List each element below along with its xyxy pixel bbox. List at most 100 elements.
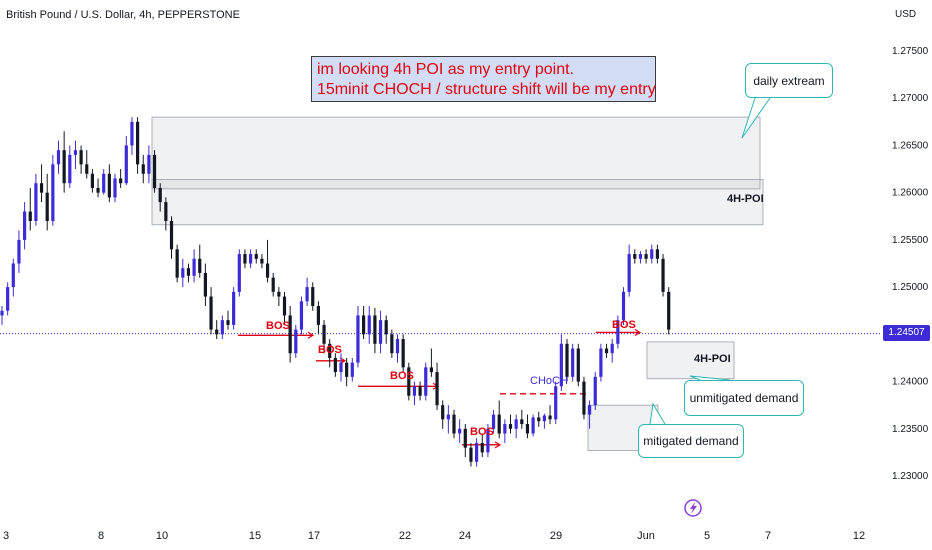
candle-body-90 <box>508 424 513 429</box>
candle-body-68 <box>384 320 388 335</box>
candle-body-20 <box>113 178 117 198</box>
candle-body-32 <box>181 268 185 278</box>
candle-body-24 <box>136 121 140 165</box>
candle-body-69 <box>390 334 394 354</box>
candle-body-15 <box>85 164 89 174</box>
candle-body-101 <box>571 348 575 377</box>
candle-body-28 <box>158 187 162 203</box>
candle-body-41 <box>232 291 236 325</box>
candle-body-102 <box>576 348 580 382</box>
x-tick-label-11: 12 <box>853 530 865 542</box>
candle-body-53 <box>299 301 304 330</box>
candle-body-29 <box>164 202 168 221</box>
callout-mitigated-demand: mitigated demand <box>638 424 744 458</box>
candle-body-46 <box>260 258 264 264</box>
currency-label: USD <box>895 9 917 20</box>
candle-body-117 <box>661 258 665 292</box>
candle-body-67 <box>378 320 383 344</box>
x-tick-label-10: 7 <box>765 530 771 542</box>
note-line-2: 15minit CHOCH / structure shift will be … <box>317 81 656 98</box>
candle-body-105 <box>593 376 597 406</box>
candle-body-2 <box>11 263 15 288</box>
candle-body-49 <box>277 291 281 297</box>
candle-body-63 <box>356 315 360 363</box>
candle-body-13 <box>73 150 78 155</box>
x-tick-label-5: 22 <box>399 530 411 542</box>
x-tick-label-9: 5 <box>704 530 710 542</box>
candle-body-95 <box>537 417 541 422</box>
candle-body-100 <box>565 343 569 377</box>
candle-body-85 <box>480 442 484 453</box>
candle-body-108 <box>610 343 614 354</box>
candle-body-59 <box>333 357 337 373</box>
x-tick-label-1: 8 <box>98 530 104 542</box>
bos-label-4: BOS <box>470 426 494 438</box>
bos-label-2: BOS <box>318 344 342 356</box>
candle-body-104 <box>588 405 592 415</box>
candle-body-19 <box>107 173 111 198</box>
y-tick-label-2: 1.26500 <box>892 140 929 151</box>
x-tick-label-8: Jun <box>637 530 655 542</box>
candle-body-66 <box>373 315 377 344</box>
candle-body-0 <box>0 310 4 316</box>
candle-body-40 <box>226 320 230 325</box>
candle-body-3 <box>17 239 21 264</box>
candle-body-17 <box>96 187 100 193</box>
x-tick-label-7: 29 <box>550 530 562 542</box>
candle-body-74 <box>418 386 422 396</box>
candle-body-48 <box>271 277 275 292</box>
candle-body-58 <box>328 343 332 358</box>
structure-lines-layer <box>238 328 642 449</box>
candle-body-34 <box>192 258 196 276</box>
candle-body-11 <box>62 150 66 184</box>
candle-body-82 <box>463 428 467 448</box>
last-price-tag: 1.24507 <box>883 325 930 341</box>
candle-body-71 <box>401 339 405 368</box>
choch-label: CHoCH <box>530 375 568 387</box>
x-tick-label-6: 24 <box>459 530 471 542</box>
x-tick-label-2: 10 <box>156 530 168 542</box>
candle-body-33 <box>186 268 191 276</box>
candle-body-98 <box>554 386 558 420</box>
y-tick-label-9: 1.23000 <box>892 471 929 482</box>
candle-body-83 <box>469 447 473 462</box>
lightning-icon[interactable] <box>684 499 702 517</box>
candle-body-36 <box>203 272 207 297</box>
candle-body-9 <box>51 164 55 221</box>
callout-tails <box>649 97 771 425</box>
candle-body-10 <box>56 150 61 165</box>
x-tick-label-0: 3 <box>3 530 9 542</box>
candle-body-47 <box>265 263 270 278</box>
candle-body-61 <box>345 362 349 377</box>
candle-body-51 <box>288 315 292 354</box>
candle-body-88 <box>497 414 501 434</box>
bos-label-1: BOS <box>266 320 290 332</box>
candle-body-79 <box>446 414 450 420</box>
candle-body-92 <box>520 419 524 425</box>
candle-body-99 <box>559 343 563 387</box>
candle-body-106 <box>599 348 603 377</box>
candle-body-44 <box>249 254 253 264</box>
candle-body-25 <box>141 164 145 174</box>
zone-1 <box>151 116 761 190</box>
candle-body-39 <box>220 320 224 335</box>
bos-label-5: BOS <box>612 319 636 331</box>
y-tick-label-8: 1.23500 <box>892 424 929 435</box>
candle-body-8 <box>45 192 49 221</box>
x-tick-label-4: 17 <box>308 530 320 542</box>
candle-body-80 <box>452 414 456 434</box>
candle-body-78 <box>441 405 445 420</box>
callout-tail-daily <box>741 97 771 139</box>
candle-body-114 <box>644 254 648 259</box>
candle-body-65 <box>367 315 371 335</box>
bos-label-3: BOS <box>390 370 414 382</box>
callout-unmitigated-demand: unmitigated demand <box>684 380 804 416</box>
candle-body-113 <box>638 254 643 259</box>
candle-body-4 <box>23 211 27 240</box>
y-tick-label-1: 1.27000 <box>892 93 929 104</box>
y-axis: 1.27500 1.27000 1.26500 1.26000 1.25500 1.250… <box>892 46 929 482</box>
callout-tail-mitigated <box>649 402 666 425</box>
candle-body-94 <box>531 417 535 434</box>
structure-arrow-4 <box>494 441 502 449</box>
